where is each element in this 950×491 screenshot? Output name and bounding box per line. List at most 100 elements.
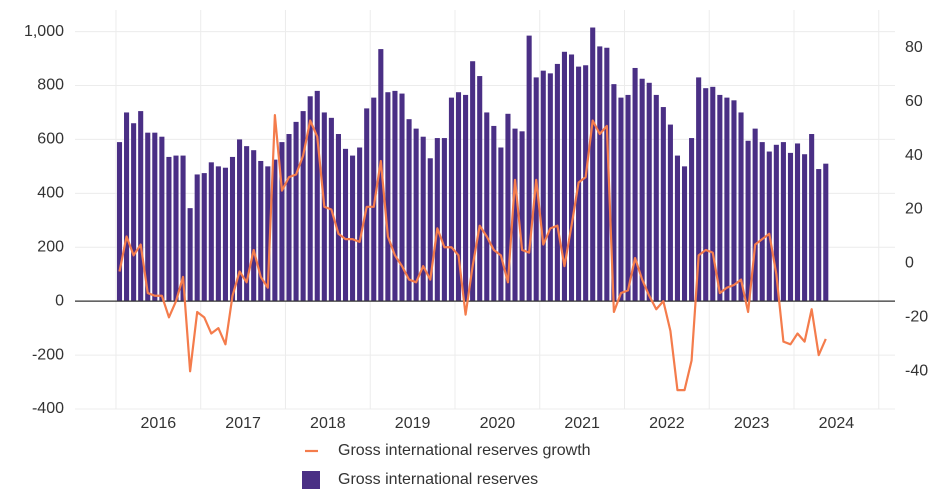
y-tick-label: 0: [55, 292, 64, 309]
x-tick-label: 2022: [649, 415, 685, 432]
bar: [745, 140, 751, 302]
y2-tick-label: -40: [905, 362, 928, 379]
bar: [604, 47, 610, 302]
bar: [583, 65, 589, 302]
bar: [681, 166, 688, 302]
bar: [590, 27, 596, 302]
bar: [342, 148, 349, 302]
x-tick-label: 2019: [395, 415, 431, 432]
bar: [279, 142, 285, 302]
bar: [392, 90, 398, 302]
bar: [251, 150, 257, 302]
y-tick-label: -200: [32, 346, 64, 363]
bar: [265, 166, 271, 302]
bar: [491, 125, 497, 302]
bar: [300, 111, 306, 302]
bar: [258, 160, 264, 302]
y2-tick-label: 60: [905, 93, 923, 110]
bar: [660, 107, 666, 302]
bar: [378, 49, 384, 302]
bar: [512, 128, 518, 302]
bar: [152, 132, 158, 302]
bar: [314, 90, 320, 302]
bar: [766, 151, 772, 302]
bar: [180, 155, 186, 302]
bar: [237, 139, 243, 302]
bar: [222, 167, 228, 302]
bar: [215, 166, 221, 302]
y-tick-label: 800: [37, 77, 64, 94]
y-tick-label: 600: [37, 131, 64, 148]
bar: [809, 134, 815, 302]
bar: [350, 155, 356, 302]
legend-swatch: [302, 471, 320, 489]
bar: [724, 97, 730, 302]
bar: [519, 131, 525, 302]
bar: [787, 152, 794, 302]
y2-tick-label: 80: [905, 39, 923, 56]
bar: [145, 132, 151, 302]
bar: [667, 124, 673, 302]
x-tick-label: 2024: [819, 415, 855, 432]
bar: [780, 142, 786, 302]
bar: [717, 94, 723, 302]
bar: [710, 86, 716, 302]
bar: [802, 154, 808, 302]
x-tick-label: 2018: [310, 415, 346, 432]
x-tick-label: 2023: [734, 415, 770, 432]
bar: [131, 123, 137, 302]
bar: [463, 94, 469, 302]
bar: [547, 73, 553, 302]
x-tick-label: 2020: [480, 415, 516, 432]
bar: [639, 78, 645, 302]
line: [118, 114, 827, 392]
bar: [611, 84, 617, 302]
legend-label: Gross international reserves growth: [338, 442, 591, 459]
bar: [568, 54, 575, 302]
bar: [646, 82, 652, 302]
bar: [357, 147, 363, 302]
bar: [625, 94, 631, 302]
bar: [773, 144, 779, 302]
bar: [554, 63, 560, 302]
bar: [413, 128, 419, 302]
bar: [420, 136, 426, 302]
bar: [371, 97, 377, 302]
y2-tick-label: -20: [905, 309, 928, 326]
bar: [597, 46, 603, 302]
y-tick-label: 1,000: [24, 23, 64, 40]
bar: [201, 173, 207, 302]
bar: [166, 156, 172, 302]
bar: [632, 67, 638, 302]
bar: [752, 128, 758, 302]
bar: [335, 134, 341, 302]
bar: [794, 143, 801, 302]
y2-tick-label: 40: [905, 147, 923, 164]
x-tick-label: 2021: [564, 415, 600, 432]
bar: [618, 97, 624, 302]
y-tick-label: 400: [37, 185, 64, 202]
bar: [759, 142, 765, 302]
bar: [229, 156, 236, 302]
bar: [399, 93, 405, 302]
bar: [448, 97, 454, 302]
bar: [696, 77, 702, 302]
bar: [187, 208, 193, 302]
bar: [561, 51, 567, 302]
bar: [293, 121, 299, 302]
bar: [173, 155, 179, 302]
y-tick-label: -400: [32, 400, 64, 417]
bar: [307, 96, 313, 302]
bar: [703, 88, 709, 302]
bar: [272, 159, 278, 302]
bar: [364, 108, 370, 302]
legend-label: Gross international reserves: [338, 471, 538, 488]
x-tick-label: 2016: [141, 415, 177, 432]
bar: [526, 35, 532, 302]
bar: [477, 76, 483, 302]
bar: [406, 119, 412, 302]
bar: [434, 138, 440, 302]
bar: [124, 112, 130, 302]
bar: [823, 163, 829, 302]
